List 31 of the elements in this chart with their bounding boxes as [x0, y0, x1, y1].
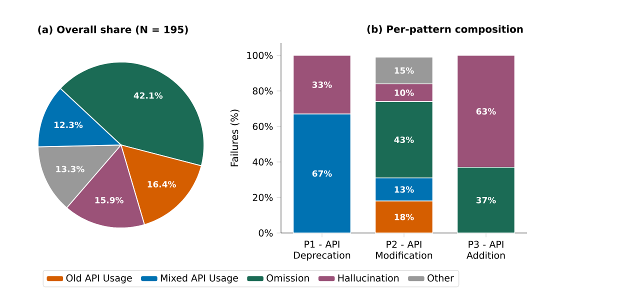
y-tick-label: 0% [258, 229, 273, 237]
data-label: 67% [312, 170, 332, 177]
legend-label: Other [428, 274, 454, 282]
data-label: 16.4% [148, 181, 176, 188]
data-label: 12.3% [54, 122, 83, 128]
legend-label: Old API Usage [66, 274, 132, 284]
legend-label: Mixed API Usage [160, 274, 238, 284]
chart-title: (a) Overall share (N = 195) [38, 26, 188, 34]
legend-label: Hallucination [338, 274, 399, 282]
legend-label: Omission [266, 274, 309, 282]
data-label: 43% [394, 136, 414, 143]
x-tick-label: P1 - API Deprecation [294, 240, 350, 261]
y-tick-label: 40% [252, 158, 273, 166]
data-label: 42.1% [134, 92, 163, 99]
chart-title: (b) Per-pattern composition [367, 25, 523, 35]
y-tick-label: 20% [252, 194, 273, 202]
data-label: 63% [476, 108, 496, 115]
y-tick-label: 100% [247, 52, 273, 60]
data-label: 15% [394, 67, 414, 74]
data-label: 10% [394, 90, 414, 96]
data-label: 18% [394, 214, 414, 220]
data-label: 33% [312, 82, 332, 88]
y-tick-label: 60% [252, 122, 273, 130]
x-tick-label: P3 - API Addition [466, 240, 505, 259]
x-tick-label: P2 - API Modification [376, 240, 432, 259]
data-label: 13% [394, 186, 414, 193]
data-label: 37% [476, 196, 496, 204]
y-tick-label: 80% [252, 87, 273, 95]
y-axis-title: Failures (%) [230, 110, 240, 166]
data-label: 15.9% [95, 196, 124, 204]
data-label: 13.3% [56, 166, 84, 172]
